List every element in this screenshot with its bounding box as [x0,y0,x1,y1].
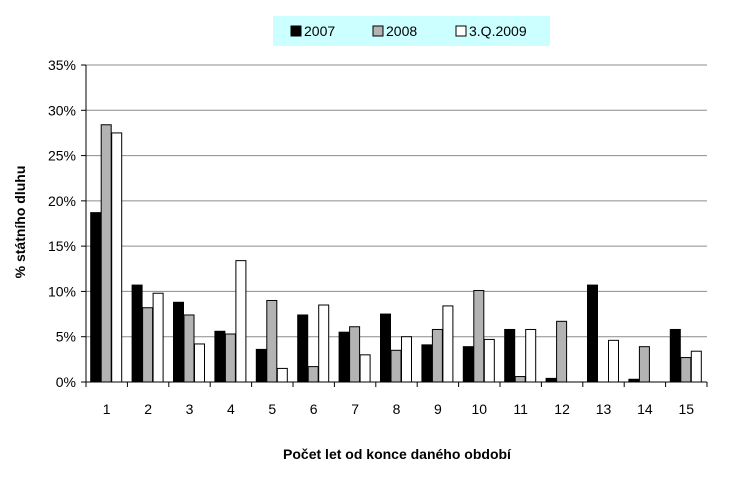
y-tick-labels: 0% 5% 10% 15% 20% 25% 30% 35% [48,57,76,390]
bar-2008-12 [556,320,568,383]
bar-3-Q-2009-15 [690,350,702,383]
bar-2007-6 [297,314,309,383]
bar-2008-15 [680,357,692,383]
legend: 2007 2008 3.Q.2009 [273,16,550,46]
bar-3-Q-2009-2 [152,292,164,383]
x-tick-label: 2 [144,401,152,417]
bar-2007-15 [669,328,681,383]
bars [90,124,702,383]
y-tick-label: 30% [48,102,76,118]
bar-2008-14 [638,346,650,383]
bar-2008-4 [224,333,236,383]
x-tick-label: 7 [351,401,359,417]
legend-label: 2007 [304,23,335,39]
x-tick-label: 3 [186,401,194,417]
y-tick-label: 5% [56,329,76,345]
bar-2008-9 [431,328,443,383]
gridlines [86,64,707,338]
legend-swatch-2008 [372,25,384,37]
legend-label: 2008 [386,23,417,39]
bar-3-Q-2009-7 [359,354,371,383]
bar-2007-3 [173,301,184,383]
x-tick-label: 6 [310,401,318,417]
x-tick-label: 5 [268,401,276,417]
legend-label: 3.Q.2009 [469,23,527,39]
y-tick-label: 10% [48,283,76,299]
bar-3-Q-2009-6 [318,304,330,383]
bar-2008-3 [183,314,195,383]
bar-2008-6 [307,366,319,383]
bar-3-Q-2009-8 [401,336,412,383]
bar-3-Q-2009-3 [194,343,205,383]
legend-background [273,16,550,46]
y-axis-label: % státního dluhu [12,166,28,279]
y-tick-label: 0% [56,374,76,390]
bar-2008-8 [390,349,402,383]
y-tick-label: 25% [48,148,76,164]
x-tick-label: 12 [554,401,570,417]
bar-3-Q-2009-5 [276,367,288,383]
x-tick-label: 8 [393,401,401,417]
y-tick-label: 35% [48,57,76,73]
x-tick-label: 13 [596,401,612,417]
bar-2008-2 [142,307,154,383]
x-axis-label: Počet let od konce daného období [283,446,512,462]
x-tick-label: 11 [513,401,528,417]
bar-2007-11 [504,328,516,383]
bar-2007-4 [214,330,226,383]
x-tick-labels: 1 2 3 4 5 6 7 8 9 10 11 12 13 14 15 [103,401,694,417]
bar-3-Q-2009-1 [111,132,123,383]
x-tick-label: 4 [227,401,235,417]
x-tick-label: 1 [103,401,111,417]
bar-2008-10 [473,290,485,383]
bar-3-Q-2009-13 [608,339,619,383]
bar-2007-8 [380,313,391,383]
bar-2007-5 [255,348,267,383]
x-tick-label: 15 [679,401,695,417]
legend-swatch-3-Q-2009 [455,25,467,37]
y-tick-label: 15% [48,238,76,254]
bar-2007-13 [587,284,598,383]
bar-3-Q-2009-4 [235,260,247,383]
bar-2008-1 [100,124,112,383]
x-tick-label: 14 [637,401,653,417]
y-tick-label: 20% [48,193,76,209]
bar-2007-9 [421,344,433,383]
bar-2007-12 [545,377,557,383]
bar-2007-7 [338,331,350,383]
bar-2007-10 [462,346,474,383]
bar-2008-11 [514,376,526,383]
bar-3-Q-2009-10 [483,338,495,383]
bar-3-Q-2009-11 [525,328,537,383]
bar-2008-7 [349,326,361,383]
bar-3-Q-2009-9 [442,305,454,383]
bar-2007-1 [90,212,102,383]
legend-swatch-2007 [290,25,302,37]
bar-2007-2 [131,284,143,383]
axes [81,64,708,387]
bar-2008-5 [266,299,278,383]
x-tick-label: 9 [434,401,442,417]
x-tick-label: 10 [472,401,488,417]
